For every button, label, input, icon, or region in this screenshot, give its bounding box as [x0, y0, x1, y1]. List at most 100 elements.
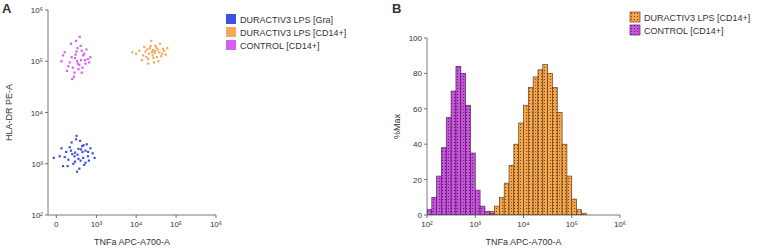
- x-axis-line: [48, 215, 216, 216]
- point: [144, 50, 146, 52]
- histogram-bar: [538, 70, 543, 215]
- histogram-bar: [480, 206, 485, 215]
- point: [157, 48, 159, 50]
- point: [75, 50, 77, 52]
- point: [80, 59, 82, 61]
- point: [86, 143, 88, 145]
- point: [75, 138, 77, 140]
- point: [152, 54, 154, 56]
- panel-title: B: [392, 1, 401, 16]
- y-axis-label: %Max: [392, 114, 402, 140]
- point: [83, 164, 85, 166]
- point: [89, 147, 91, 149]
- point: [69, 146, 71, 148]
- histogram-bar: [509, 165, 514, 215]
- point: [74, 152, 76, 154]
- y-tick: [45, 163, 48, 164]
- histogram-bar: [499, 197, 504, 215]
- point: [76, 171, 78, 173]
- y-tick-label: 10⁴: [31, 109, 44, 118]
- histogram-bar: [572, 199, 577, 215]
- point: [152, 49, 154, 51]
- point: [94, 157, 96, 159]
- legend-label: DURACTIV3 LPS [CD14+]: [240, 28, 346, 38]
- legend-swatch: [630, 25, 640, 35]
- histogram-bar: [557, 112, 562, 215]
- point: [165, 53, 167, 55]
- x-tick-label: 10⁵: [566, 220, 578, 229]
- point: [84, 150, 86, 152]
- point: [77, 63, 79, 65]
- x-tick-label: 10⁴: [517, 220, 530, 229]
- y-tick: [424, 144, 427, 145]
- x-tick: [216, 215, 217, 218]
- point: [60, 147, 62, 149]
- x-tick: [427, 215, 428, 218]
- histogram-bar: [533, 77, 538, 215]
- figure: A010³10⁴10⁵10⁶10²10³10⁴10⁵10⁶TNFa APC-A7…: [0, 0, 760, 249]
- x-tick: [475, 215, 476, 218]
- point: [146, 48, 148, 50]
- point: [81, 151, 83, 153]
- point: [88, 61, 90, 63]
- point: [62, 54, 64, 56]
- y-tick-label: 40: [413, 140, 422, 149]
- point: [71, 153, 73, 155]
- histogram-bar: [552, 88, 557, 215]
- x-tick: [620, 215, 621, 218]
- histogram-bar: [524, 105, 529, 215]
- point: [72, 163, 74, 165]
- point: [154, 50, 156, 52]
- panel: B10²10³10⁴10⁵10⁶020406080100TNFa APC-A70…: [392, 1, 750, 247]
- histogram-bar: [514, 144, 519, 215]
- y-tick: [424, 38, 427, 39]
- point: [159, 43, 161, 45]
- histogram-bar: [461, 73, 466, 215]
- point: [73, 76, 75, 78]
- histogram-bar: [475, 190, 480, 215]
- point: [135, 53, 137, 55]
- x-tick-label: 10²: [421, 220, 433, 229]
- point: [64, 156, 66, 158]
- x-tick-label: 10³: [469, 220, 481, 229]
- histogram-bar: [495, 206, 500, 215]
- y-tick-label: 100: [409, 34, 423, 43]
- y-tick-label: 20: [413, 176, 422, 185]
- point: [79, 160, 81, 162]
- histogram-bar: [548, 73, 553, 215]
- point: [66, 70, 68, 72]
- panel-title: A: [2, 1, 12, 16]
- histogram-bar: [456, 66, 461, 215]
- histogram-bar: [504, 183, 509, 215]
- point: [153, 61, 155, 63]
- histogram-bar: [466, 105, 471, 215]
- histogram-bar: [577, 210, 582, 215]
- point: [79, 45, 81, 47]
- histogram-bar: [562, 144, 567, 215]
- point: [87, 58, 89, 60]
- x-tick: [96, 215, 97, 218]
- point: [67, 165, 69, 167]
- point: [84, 162, 86, 164]
- histogram-bar: [432, 197, 437, 215]
- point: [77, 148, 79, 150]
- point: [70, 150, 72, 152]
- point: [73, 155, 75, 157]
- histogram-bar: [427, 210, 432, 215]
- point: [79, 140, 81, 142]
- y-tick: [424, 215, 427, 216]
- point: [71, 56, 73, 58]
- y-axis-line: [427, 38, 428, 215]
- y-tick: [424, 73, 427, 74]
- y-tick-label: 10²: [31, 211, 43, 220]
- point: [143, 46, 145, 48]
- x-tick: [523, 215, 524, 218]
- point: [71, 141, 73, 143]
- point: [142, 54, 144, 56]
- marks: [427, 65, 586, 215]
- point: [147, 63, 149, 65]
- histogram-bar: [437, 176, 442, 215]
- point: [89, 56, 91, 58]
- legend-label: CONTROL [CD14+]: [240, 41, 319, 51]
- point: [157, 60, 159, 62]
